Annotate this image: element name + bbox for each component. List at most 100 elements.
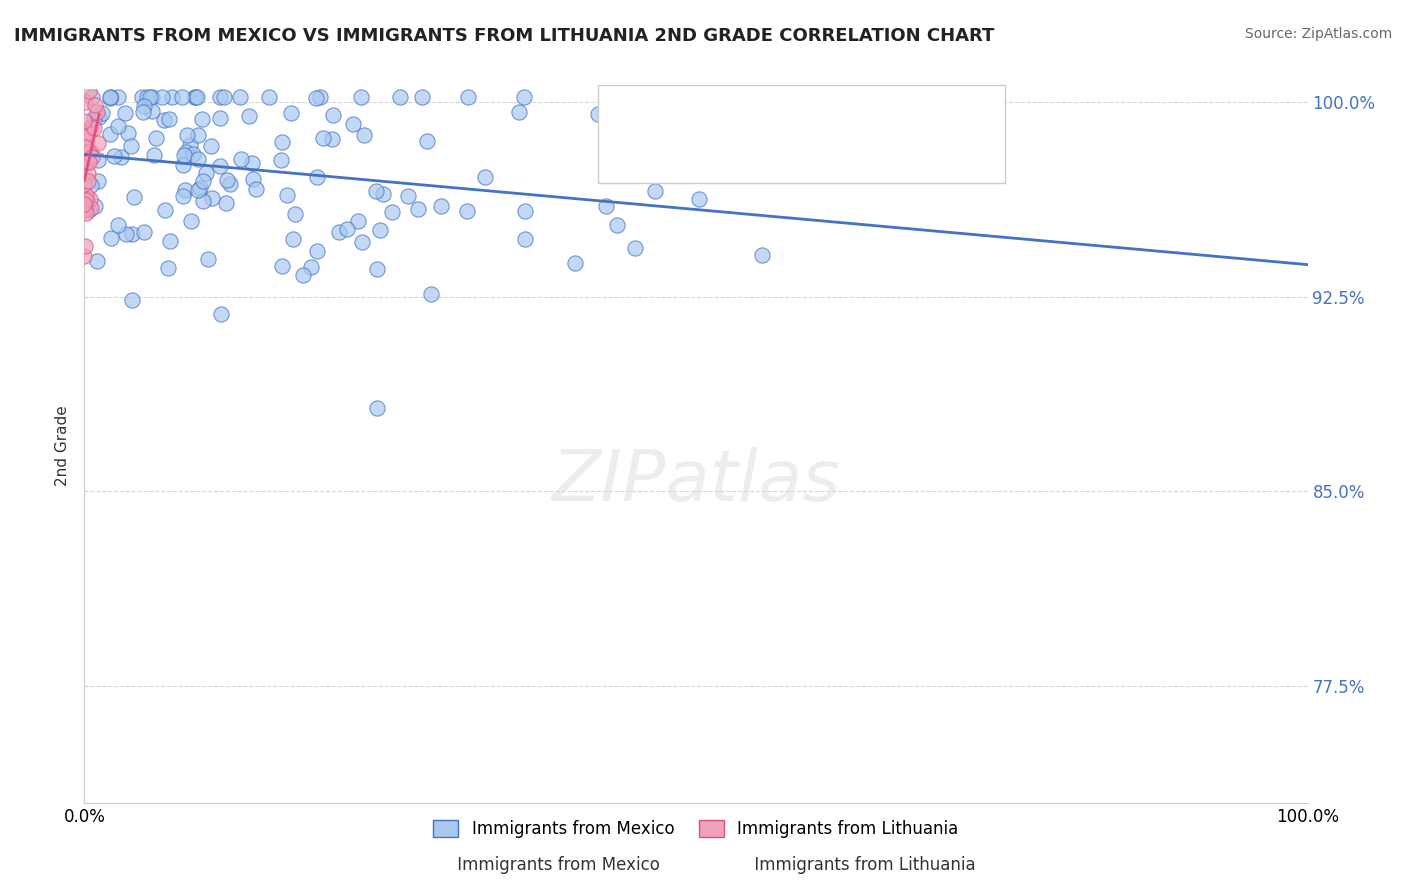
Point (190, 112, 212, 126)
Text: Immigrants from Mexico                  Immigrants from Lithuania: Immigrants from Mexico Immigrants from L… (430, 856, 976, 874)
Point (352, 235, 374, 249)
Point (176, 128, 198, 143)
Point (307, 244, 329, 259)
Point (751, 248, 773, 262)
Point (396, 188, 419, 202)
Point (75, 188, 97, 202)
Point (371, 187, 394, 202)
Point (186, 90, 208, 104)
Point (456, 203, 478, 218)
Point (474, 170, 496, 185)
Point (145, 130, 167, 145)
Point (366, 401, 388, 416)
Point (291, 268, 314, 283)
Point (73, 113, 96, 128)
Text: IMMIGRANTS FROM MEXICO VS IMMIGRANTS FROM LITHUANIA 2ND GRADE CORRELATION CHART: IMMIGRANTS FROM MEXICO VS IMMIGRANTS FRO… (14, 27, 994, 45)
Point (215, 195, 238, 210)
Point (132, 105, 155, 120)
Point (180, 214, 202, 228)
Point (564, 255, 586, 269)
Point (623, 241, 645, 255)
Point (430, 199, 453, 213)
Point (100, 231, 122, 245)
Point (184, 90, 207, 104)
Point (419, 286, 441, 301)
Point (508, 105, 530, 120)
Point (73, 249, 96, 263)
Text: R =: R = (621, 103, 658, 120)
Point (513, 90, 536, 104)
Point (187, 152, 209, 166)
Point (75, 95, 97, 110)
Point (595, 199, 617, 213)
Point (229, 90, 252, 104)
Point (281, 232, 304, 246)
Point (132, 99, 155, 113)
Point (157, 112, 180, 127)
Point (328, 225, 350, 239)
Point (103, 149, 125, 163)
Point (201, 191, 224, 205)
Point (195, 166, 218, 180)
Point (156, 261, 179, 276)
Point (107, 90, 129, 104)
Point (342, 117, 364, 131)
Point (159, 234, 181, 248)
Point (121, 227, 143, 241)
Point (141, 90, 163, 104)
Point (122, 190, 145, 204)
Point (87, 110, 110, 124)
Point (84, 97, 107, 112)
Point (411, 90, 433, 104)
Point (80, 90, 103, 104)
Point (142, 147, 165, 161)
Point (231, 152, 253, 166)
Point (242, 171, 264, 186)
Point (242, 156, 264, 170)
Point (366, 261, 388, 276)
Point (77, 166, 100, 180)
Point (270, 135, 292, 149)
Point (141, 103, 163, 118)
Point (100, 90, 122, 104)
Point (336, 222, 359, 236)
Point (107, 119, 129, 133)
Point (187, 128, 209, 142)
Point (132, 225, 155, 239)
Point (172, 158, 194, 172)
Point (309, 90, 332, 104)
Point (212, 90, 235, 104)
Point (321, 131, 343, 145)
Point (139, 90, 162, 104)
Point (238, 109, 260, 123)
Point (80, 120, 103, 134)
Point (688, 192, 710, 206)
Text: Source: ZipAtlas.com: Source: ZipAtlas.com (1244, 27, 1392, 41)
Point (284, 207, 307, 221)
Point (350, 90, 373, 104)
Point (76, 126, 98, 140)
Point (107, 218, 129, 232)
Point (110, 150, 132, 164)
Point (188, 181, 211, 195)
Point (366, 184, 388, 198)
Point (86, 136, 108, 151)
Point (79, 155, 101, 169)
Point (79, 178, 101, 193)
Point (270, 153, 292, 168)
Point (381, 204, 404, 219)
Point (280, 105, 302, 120)
Point (513, 232, 536, 246)
Y-axis label: 2nd Grade: 2nd Grade (55, 406, 70, 486)
Point (80, 201, 103, 215)
Point (197, 252, 219, 266)
Point (200, 138, 222, 153)
Point (176, 145, 198, 159)
Point (515, 204, 537, 219)
Point (73, 202, 96, 216)
Point (86, 104, 108, 119)
Point (353, 128, 375, 142)
Point (75, 202, 97, 217)
Point (322, 108, 344, 122)
Legend: Immigrants from Mexico, Immigrants from Lithuania: Immigrants from Mexico, Immigrants from … (426, 813, 966, 845)
